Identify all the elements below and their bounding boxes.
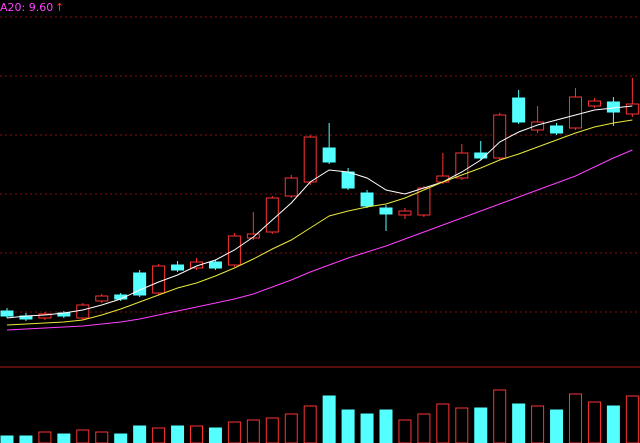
- volume-bar: [38, 431, 52, 443]
- moving-average-line: [6, 119, 633, 326]
- candle-body: [606, 101, 620, 113]
- candle-body: [550, 125, 564, 134]
- volume-bar: [208, 427, 222, 443]
- volume-bar: [436, 403, 450, 443]
- candle-body: [531, 121, 545, 131]
- volume-bar: [512, 403, 526, 443]
- volume-bar: [190, 425, 203, 443]
- candle-body: [398, 210, 412, 216]
- candle-body: [587, 100, 601, 107]
- candle-body: [76, 304, 90, 319]
- volume-bar: [550, 409, 564, 443]
- candle-body: [436, 175, 450, 183]
- volume-bar: [152, 427, 166, 443]
- candle-body: [303, 136, 317, 183]
- volume-bar: [379, 409, 393, 443]
- volume-bar: [303, 405, 317, 443]
- volume-bar: [417, 413, 431, 443]
- volume-bar: [133, 425, 147, 443]
- volume-bar: [474, 407, 488, 443]
- volume-bar: [265, 417, 279, 443]
- candle-body: [455, 152, 469, 179]
- candle-body: [133, 272, 147, 296]
- volume-bar: [19, 435, 33, 443]
- volume-bar: [606, 405, 620, 443]
- volume-bar: [95, 431, 109, 443]
- volume-bar: [341, 409, 355, 443]
- candle-body: [171, 264, 185, 271]
- volume-bar: [114, 433, 128, 443]
- volume-bar: [171, 425, 185, 443]
- volume-bar: [76, 429, 90, 443]
- candle-body: [474, 152, 488, 159]
- volume-bar: [625, 395, 639, 443]
- volume-bar: [227, 421, 241, 443]
- volume-bar: [360, 413, 374, 443]
- volume-bar: [246, 419, 260, 443]
- candle-body: [95, 295, 109, 302]
- candle-body: [625, 103, 639, 115]
- volume-bar: [322, 395, 336, 443]
- volume-bar: [587, 401, 601, 443]
- volume-bar: [531, 405, 545, 443]
- candle-body: [208, 261, 222, 269]
- candle-body: [360, 192, 374, 207]
- ma-label: A20: 9.60: [0, 1, 53, 14]
- volume-bar: [493, 389, 507, 443]
- volume-bar: [284, 413, 298, 443]
- candle-body: [493, 114, 507, 159]
- candle-body: [512, 97, 526, 123]
- candle-body: [190, 261, 203, 269]
- candle-body: [379, 207, 393, 215]
- ma-arrow: ↑: [55, 1, 64, 14]
- candle-body: [322, 147, 336, 163]
- candle-body: [152, 265, 166, 294]
- volume-bar: [57, 433, 71, 443]
- volume-bar: [398, 419, 412, 443]
- candle-body: [569, 96, 582, 129]
- candle-body: [246, 233, 260, 239]
- moving-average-line: [6, 149, 633, 331]
- candle-body: [265, 197, 279, 233]
- volume-bar: [455, 407, 469, 443]
- volume-bar: [0, 435, 14, 443]
- moving-average-line: [6, 105, 633, 319]
- volume-bar: [569, 393, 582, 443]
- candle-body: [284, 177, 298, 197]
- candle-body: [341, 171, 355, 189]
- candle-body: [0, 310, 14, 317]
- candle-body: [38, 313, 52, 319]
